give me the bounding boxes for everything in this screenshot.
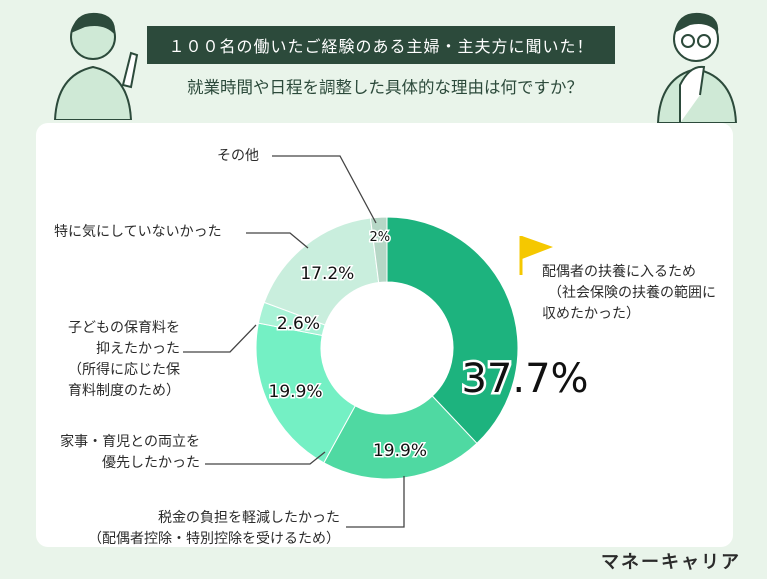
leader-line-nursery xyxy=(183,324,257,353)
value-label-spouse-dependent: 37.7% xyxy=(461,356,588,402)
label-not-considered: 特に気にしていないかった xyxy=(54,224,222,240)
label-nursery-fee: 子どもの保育料を 抑えたかった （所得に応じた保 育料制度のため） xyxy=(20,318,180,402)
label-nursery-line4: 育料制度のため） xyxy=(68,383,180,399)
value-label-other: 2% xyxy=(370,230,391,245)
label-tax-reduction: 税金の負担を軽減したかった （配偶者控除・特別控除を受けるため） xyxy=(20,508,340,550)
label-nursery-line1: 子どもの保育料を xyxy=(68,320,180,336)
leader-line-housework xyxy=(205,451,326,465)
label-nursery-line3: （所得に応じた保 xyxy=(68,362,180,378)
value-label-tax-reduction: 19.9% xyxy=(373,441,427,461)
label-tax-line2: （配偶者控除・特別控除を受けるため） xyxy=(88,531,340,547)
value-label-housework-childcare: 19.9% xyxy=(269,382,323,402)
flag-icon xyxy=(519,236,553,275)
label-housework-line1: 家事・育児との両立を xyxy=(60,434,200,450)
label-tax-line1: 税金の負担を軽減したかった xyxy=(158,510,340,526)
label-spouse-dependent-line2: （社会保険の扶養の範囲に xyxy=(548,285,716,301)
leader-line-tax xyxy=(346,476,405,528)
label-spouse-dependent-line3: 収めたかった） xyxy=(542,306,640,322)
leader-line-other xyxy=(272,155,377,224)
value-label-not-considered: 17.2% xyxy=(300,264,354,284)
man-thinking-illustration xyxy=(656,12,738,123)
value-label-nursery-fee: 2.6% xyxy=(277,314,320,334)
label-housework-childcare: 家事・育児との両立を 優先したかった xyxy=(20,432,200,474)
survey-title-banner: １００名の働いたご経験のある主婦・主夫方に聞いた！ xyxy=(147,26,615,64)
donut-hole xyxy=(321,282,453,414)
woman-pointing-illustration xyxy=(53,12,139,120)
label-spouse-dependent-line1: 配偶者の扶養に入るため xyxy=(542,264,696,280)
label-nursery-line2: 抑えたかった xyxy=(96,341,180,357)
survey-title: １００名の働いたご経験のある主婦・主夫方に聞いた！ xyxy=(168,37,594,56)
survey-question: 就業時間や日程を調整した具体的な理由は何ですか？ xyxy=(187,78,583,97)
brand-logo: マネーキャリア xyxy=(601,552,741,573)
leader-line-none xyxy=(246,232,309,249)
label-housework-line2: 優先したかった xyxy=(102,455,200,471)
label-other: その他 xyxy=(217,148,259,164)
label-spouse-dependent: 配偶者の扶養に入るため （社会保険の扶養の範囲に 収めたかった） xyxy=(542,262,716,325)
